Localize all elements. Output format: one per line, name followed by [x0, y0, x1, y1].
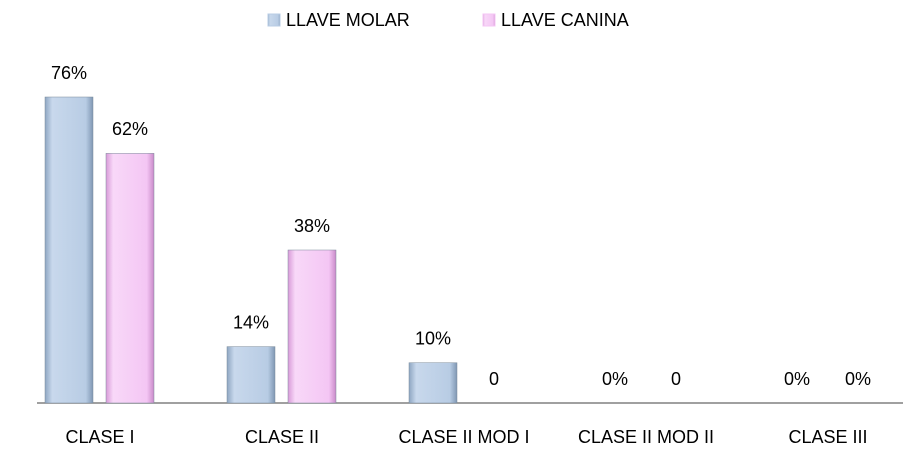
legend-swatch [482, 13, 496, 27]
data-label: 38% [294, 216, 330, 236]
x-tick-label: CLASE II [245, 427, 319, 447]
data-label: 0% [784, 369, 810, 389]
data-label: 76% [51, 63, 87, 83]
bar [287, 249, 337, 404]
x-tick-label: CLASE II MOD II [578, 427, 714, 447]
bar [44, 96, 94, 404]
data-label: 0 [671, 369, 681, 389]
data-label: 14% [233, 312, 269, 332]
bar [226, 346, 276, 404]
bar [408, 362, 458, 404]
x-tick-label: CLASE II MOD I [398, 427, 529, 447]
legend-swatch [267, 13, 281, 27]
legend-label: LLAVE MOLAR [286, 10, 410, 30]
data-label: 0% [845, 369, 871, 389]
data-label: 62% [112, 119, 148, 139]
bar [105, 153, 155, 404]
data-label: 0 [489, 369, 499, 389]
legend-label: LLAVE CANINA [501, 10, 629, 30]
data-label: 0% [602, 369, 628, 389]
x-tick-label: CLASE III [788, 427, 867, 447]
x-tick-label: CLASE I [65, 427, 134, 447]
data-label: 10% [415, 328, 451, 348]
